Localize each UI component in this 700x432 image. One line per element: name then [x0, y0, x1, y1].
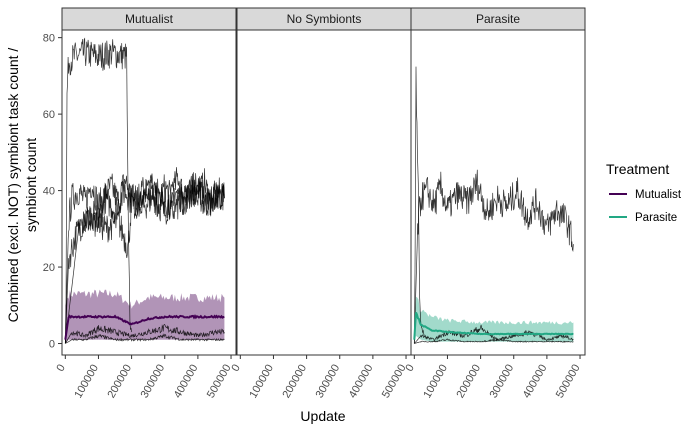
x-axis-title: Update [300, 408, 345, 424]
replicate-line-2 [413, 169, 574, 344]
replicate-line-6 [65, 333, 225, 344]
legend-label-mutualist: Mutualist [635, 189, 682, 201]
y-tick-label: 60 [43, 109, 55, 121]
strip-label-mutualist: Mutualist [125, 12, 174, 26]
x-tick-label: 500000 [554, 362, 583, 400]
strip-label-no-symbionts: No Symbionts [287, 12, 362, 26]
x-tick-label: 0 [403, 362, 416, 373]
panel-border [61, 29, 237, 356]
x-tick-label: 300000 [488, 362, 517, 400]
x-tick-label: 200000 [105, 363, 134, 401]
replicate-line-1 [413, 66, 425, 344]
panel-content [64, 37, 225, 344]
x-tick-label: 0 [54, 362, 67, 373]
panel-parasite: Parasite 0 100000 200000 300000 400000 500000 [403, 7, 586, 401]
y-axis: 0 20 40 60 80 [43, 33, 62, 351]
panel-border [410, 29, 586, 356]
mean-line-mutualist [64, 314, 225, 340]
replicate-line-5 [64, 324, 225, 344]
x-tick-label: 100000 [72, 363, 101, 401]
mean-line-parasite [413, 312, 574, 340]
replicate-line-3 [414, 324, 574, 344]
x-tick-label: 100000 [421, 363, 450, 401]
y-axis-title-line-1: Combined (excl. NOT) symbiont task count… [5, 48, 21, 323]
plot-background [237, 30, 411, 355]
x-tick-label: 400000 [347, 363, 376, 401]
x-tick-label: 200000 [454, 362, 483, 400]
x-tick-label: 400000 [521, 363, 550, 401]
y-tick-label: 80 [43, 33, 55, 45]
x-tick-label: 400000 [172, 363, 201, 401]
x-tick-label: 300000 [314, 362, 343, 400]
panel-content [413, 66, 574, 344]
x-tick-label: 300000 [139, 362, 168, 400]
y-tick-label: 20 [43, 262, 55, 274]
replicate-line-3 [64, 172, 225, 344]
x-tick-label: 200000 [280, 363, 309, 401]
y-tick-label: 0 [49, 339, 55, 351]
x-tick-label: 0 [229, 362, 242, 373]
replicate-line-1 [64, 37, 132, 344]
x-tick-label: 100000 [247, 363, 276, 401]
replicate-line-4 [414, 338, 574, 344]
legend-title: Treatment [606, 161, 669, 177]
replicate-line-4 [64, 176, 225, 344]
y-axis-title-line-2: symbiont count [23, 138, 39, 232]
legend: Treatment Mutualist Parasite [606, 161, 682, 224]
legend-label-parasite: Parasite [635, 212, 677, 224]
y-tick-label: 40 [43, 186, 55, 198]
strip-label-parasite: Parasite [476, 12, 520, 26]
